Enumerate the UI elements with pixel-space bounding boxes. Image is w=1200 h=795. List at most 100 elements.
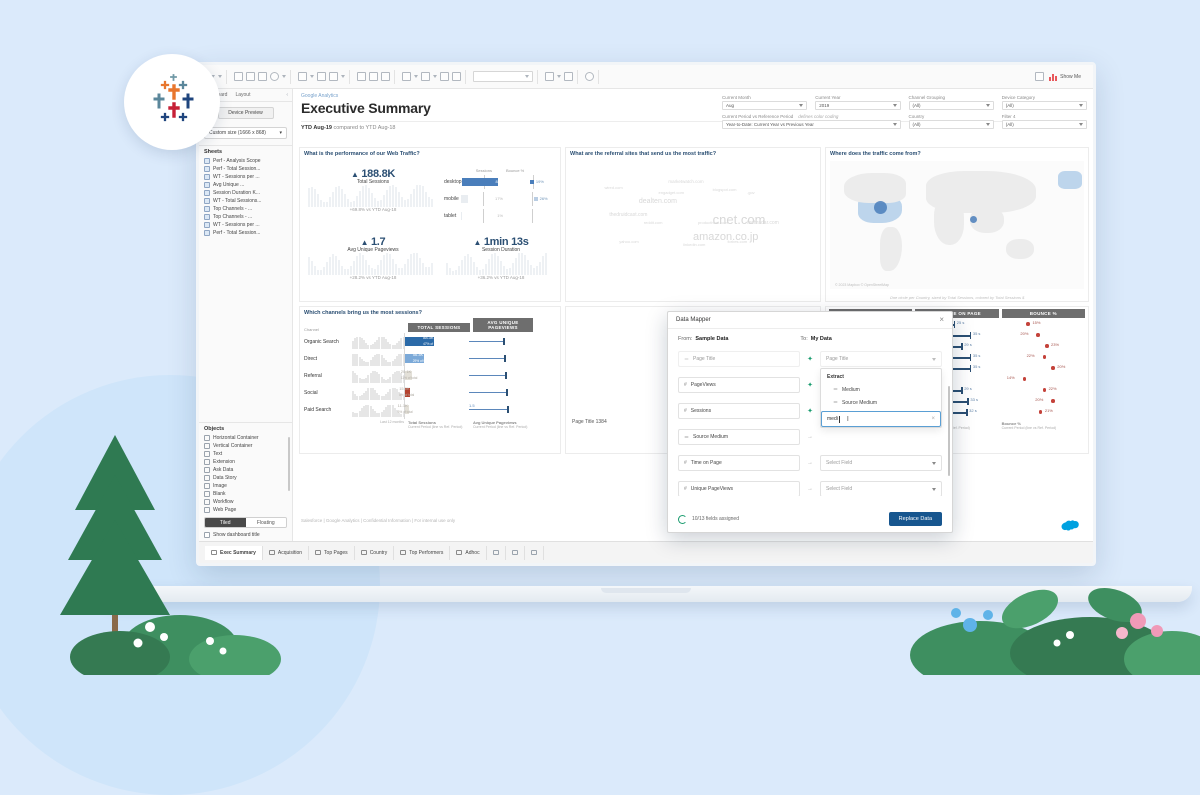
undo-icon[interactable] (246, 72, 255, 81)
sidebar-sheet-item[interactable]: WT - Sessions per ... (199, 221, 292, 229)
chevron-left-icon[interactable]: ‹ (286, 92, 288, 98)
object-item-web-page[interactable]: Web Page (199, 506, 292, 514)
worksheet-icon (204, 222, 210, 228)
clear-icon[interactable]: × (931, 416, 935, 422)
mapper-target-select[interactable]: Select Field (820, 481, 942, 496)
new-worksheet-dropdown-icon[interactable] (310, 75, 314, 78)
group-dropdown-icon[interactable] (433, 75, 437, 78)
dialog-scrollbar[interactable] (948, 386, 950, 476)
filter-select[interactable]: (All) (908, 120, 994, 129)
filter-label: Current Year (815, 95, 841, 100)
sidebar-sheet-item[interactable]: WT - Sessions per ... (199, 173, 292, 181)
share-icon[interactable] (585, 72, 594, 81)
filter-select[interactable]: (All) (908, 101, 994, 110)
tab-top-performers[interactable]: Top Performers (394, 545, 451, 560)
channel-sparkline (352, 369, 404, 383)
filter-select[interactable]: Aug (722, 101, 808, 110)
mapper-source-field[interactable]: # Time on Page (678, 455, 800, 471)
sidebar-sheet-item[interactable]: Perf - Total Session... (199, 229, 292, 237)
new-story-dropdown-icon[interactable] (341, 75, 345, 78)
forward-icon[interactable] (218, 75, 222, 78)
show-me-button[interactable]: Show Me (1049, 73, 1081, 81)
mapper-target-select[interactable]: Page Title (820, 351, 942, 367)
tiled-button[interactable]: Tiled (205, 518, 246, 527)
object-item-vertical-container[interactable]: Vertical Container (199, 442, 292, 450)
tab-top-pages[interactable]: Top Pages (309, 545, 355, 560)
mapper-source-field[interactable]: # PageViews (678, 377, 800, 393)
fit-dropdown-icon[interactable] (557, 75, 561, 78)
objects-scrollbar[interactable] (288, 437, 290, 491)
objects-section: Objects Horizontal Container Vertical Co… (199, 422, 292, 541)
object-item-extension[interactable]: Extension (199, 458, 292, 466)
sort-asc-icon[interactable] (369, 72, 378, 81)
mapper-source-field[interactable]: # Unique PageViews (678, 481, 800, 496)
object-item-text[interactable]: Text (199, 450, 292, 458)
object-item-workflow[interactable]: Workflow (199, 498, 292, 506)
referral-word: .gov (747, 190, 755, 196)
labels-icon[interactable] (440, 72, 449, 81)
filter-select[interactable]: 2019 (815, 101, 901, 110)
filter-select[interactable]: Year-to-Date: Current Year vs Previous Y… (722, 120, 901, 129)
vertical-container-icon (204, 443, 210, 449)
object-item-image[interactable]: Image (199, 482, 292, 490)
fit-icon[interactable] (545, 72, 554, 81)
object-item-blank[interactable]: Blank (199, 490, 292, 498)
show-dashboard-title-row[interactable]: Show dashboard title (199, 531, 292, 539)
new-worksheet-icon[interactable] (298, 72, 307, 81)
save-icon[interactable] (234, 72, 243, 81)
field-search-input[interactable]: medi I × (821, 411, 941, 427)
close-icon[interactable]: × (939, 315, 944, 324)
sidebar-sheet-item[interactable]: Perf - Total Session... (199, 165, 292, 173)
new-worksheet-icon (492, 550, 499, 555)
device-preview-button[interactable]: Device Preview (217, 107, 274, 119)
typeahead-option-medium[interactable]: ＝ Medium (821, 383, 941, 396)
tab-adhoc[interactable]: Adhoc (450, 545, 487, 560)
sidebar-sheet-item[interactable]: Top Channels - ... (199, 205, 292, 213)
redo-icon[interactable] (258, 72, 267, 81)
fit-select[interactable] (473, 71, 533, 82)
measure-icon: # (684, 382, 687, 388)
typeahead-option-source-medium[interactable]: ＝ Source Medium (821, 396, 941, 409)
dashboard-size-select[interactable]: Custom size (1666 x 868) ▾ (204, 127, 287, 139)
tab-new-worksheet-icon[interactable] (487, 545, 506, 560)
object-item-ask-data[interactable]: Ask Data (199, 466, 292, 474)
refresh-dropdown-icon[interactable] (282, 75, 286, 78)
tab-layout[interactable]: Layout (235, 92, 251, 98)
sort-desc-icon[interactable] (381, 72, 390, 81)
group-icon[interactable] (421, 72, 430, 81)
presentation-icon[interactable] (564, 72, 573, 81)
mapper-source-field[interactable]: ＝ Source Medium (678, 429, 800, 445)
show-dashboard-title-checkbox[interactable] (204, 532, 210, 538)
filter-select[interactable]: (All) (1001, 120, 1087, 129)
filter-select[interactable]: (All) (1001, 101, 1087, 110)
tab-new-dashboard-icon[interactable] (506, 545, 525, 560)
duplicate-icon[interactable] (357, 72, 366, 81)
sidebar-sheet-item[interactable]: Session Duration K... (199, 189, 292, 197)
replace-data-button[interactable]: Replace Data (888, 512, 942, 526)
tab-acquisition[interactable]: Acquisition (263, 545, 310, 560)
data-story-icon (204, 475, 210, 481)
tab-new-story-icon[interactable] (525, 545, 544, 560)
panel-web-traffic: What is the performance of our Web Traff… (299, 147, 561, 302)
mapper-source-field[interactable]: # Sessions (678, 403, 800, 419)
object-item-horizontal-container[interactable]: Horizontal Container (199, 434, 292, 442)
sidebar-sheet-item[interactable]: Perf - Analysis Scope (199, 157, 292, 165)
object-item-data-story[interactable]: Data Story (199, 474, 292, 482)
mapper-target-select[interactable]: Select Field (820, 455, 942, 471)
sidebar-sheet-item[interactable]: Avg Unique ... (199, 181, 292, 189)
floating-button[interactable]: Floating (245, 518, 286, 527)
world-map[interactable]: © 2023 Mapbox © OpenStreetMap (830, 161, 1084, 289)
highlight-icon[interactable] (402, 72, 411, 81)
tab-exec-summary[interactable]: Exec Summary (205, 545, 263, 560)
sidebar-sheet-item[interactable]: Top Channels - ... (199, 213, 292, 221)
mapper-source-field[interactable]: ＝ Page Title (678, 351, 800, 367)
kpi-pageviews-delta: +28.2% vs YTD Aug-18 (349, 275, 397, 280)
tab-country[interactable]: Country (355, 545, 395, 560)
sidebar-sheet-item[interactable]: WT - Total Sessions... (199, 197, 292, 205)
highlight-dropdown-icon[interactable] (414, 75, 418, 78)
presentation-mode-icon[interactable] (1035, 72, 1045, 81)
refresh-icon[interactable] (270, 72, 279, 81)
new-dashboard-icon[interactable] (317, 72, 326, 81)
new-story-icon[interactable] (329, 72, 338, 81)
swap-icon[interactable] (452, 72, 461, 81)
